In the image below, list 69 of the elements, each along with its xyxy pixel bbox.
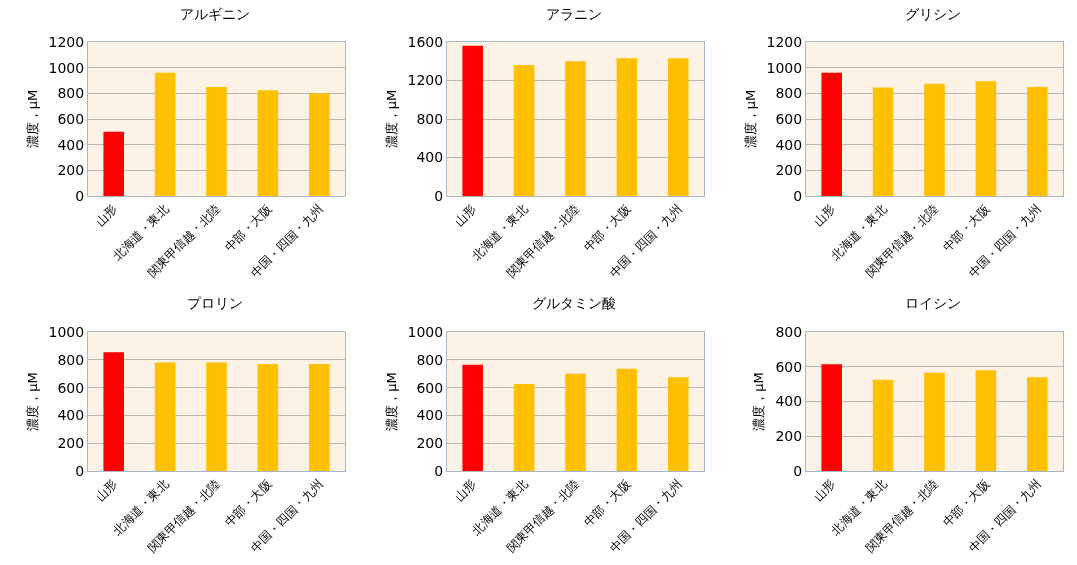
y-tick-label: 1200	[407, 72, 444, 89]
y-tick-label: 0	[75, 462, 85, 479]
x-tick-label: 山形	[93, 476, 121, 504]
y-tick-label: 200	[775, 428, 803, 445]
y-tick-label: 1000	[48, 323, 85, 340]
bar	[154, 72, 176, 196]
y-tick-label: 400	[57, 136, 85, 153]
y-tick-label: 800	[57, 351, 85, 368]
y-tick-label: 400	[775, 136, 803, 153]
chart-title: アルギニン	[180, 5, 251, 22]
y-tick-label: 400	[416, 407, 444, 424]
chart-title: ロイシン	[905, 295, 962, 312]
chart-title: グリシン	[905, 5, 962, 22]
y-tick-label: 200	[57, 162, 85, 179]
x-tick-label: 山形	[452, 201, 480, 229]
bar	[103, 131, 124, 196]
bar	[872, 379, 894, 471]
bar	[975, 370, 997, 471]
y-tick-label: 800	[775, 323, 803, 340]
chart-title: プロリン	[187, 295, 244, 312]
y-tick-label: 1200	[48, 33, 85, 50]
y-axis-title: 濃度，μM	[742, 89, 758, 149]
y-axis-title: 濃度，μM	[751, 372, 767, 431]
y-tick-label: 0	[75, 187, 85, 204]
x-tick-label: 山形	[452, 476, 480, 504]
y-tick-label: 1000	[48, 59, 85, 76]
y-tick-label: 0	[434, 462, 444, 479]
y-tick-label: 0	[434, 187, 444, 204]
x-tick-label: 山形	[93, 201, 121, 229]
y-tick-label: 600	[57, 110, 85, 127]
bar	[1027, 377, 1048, 471]
y-tick-label: 1600	[407, 33, 444, 50]
y-tick-label: 800	[775, 85, 803, 102]
bar	[975, 81, 997, 196]
y-axis-title: 濃度，μM	[383, 89, 399, 149]
chart-title: アラニン	[546, 5, 603, 22]
bar	[872, 87, 894, 196]
y-tick-label: 400	[775, 393, 803, 410]
y-tick-label: 600	[57, 379, 85, 396]
y-tick-label: 200	[416, 435, 444, 452]
y-tick-label: 1000	[407, 323, 444, 340]
y-tick-label: 400	[57, 407, 85, 424]
y-tick-label: 800	[416, 110, 444, 127]
bar	[821, 72, 842, 196]
y-tick-label: 800	[416, 351, 444, 368]
y-tick-label: 400	[416, 149, 444, 166]
y-tick-label: 600	[416, 379, 444, 396]
bar	[1027, 86, 1048, 196]
y-tick-label: 200	[775, 162, 803, 179]
bar	[924, 372, 945, 471]
chart-title: グルタミン酸	[532, 295, 617, 312]
y-tick-label: 200	[57, 435, 85, 452]
y-tick-label: 1000	[766, 59, 803, 76]
bar	[924, 83, 945, 196]
y-axis-title: 濃度，μM	[24, 372, 40, 431]
y-tick-label: 0	[793, 187, 803, 204]
y-tick-label: 600	[775, 110, 803, 127]
y-tick-label: 800	[57, 85, 85, 102]
y-tick-label: 0	[793, 462, 803, 479]
y-axis-title: 濃度，μM	[24, 89, 40, 149]
y-tick-label: 1200	[766, 33, 803, 50]
y-axis-title: 濃度，μM	[383, 372, 399, 431]
x-tick-label: 山形	[811, 476, 839, 504]
bar	[821, 364, 842, 471]
y-tick-label: 600	[775, 358, 803, 375]
bar	[257, 90, 279, 196]
bar	[206, 86, 227, 196]
bar	[309, 93, 330, 196]
x-tick-label: 山形	[811, 201, 839, 229]
